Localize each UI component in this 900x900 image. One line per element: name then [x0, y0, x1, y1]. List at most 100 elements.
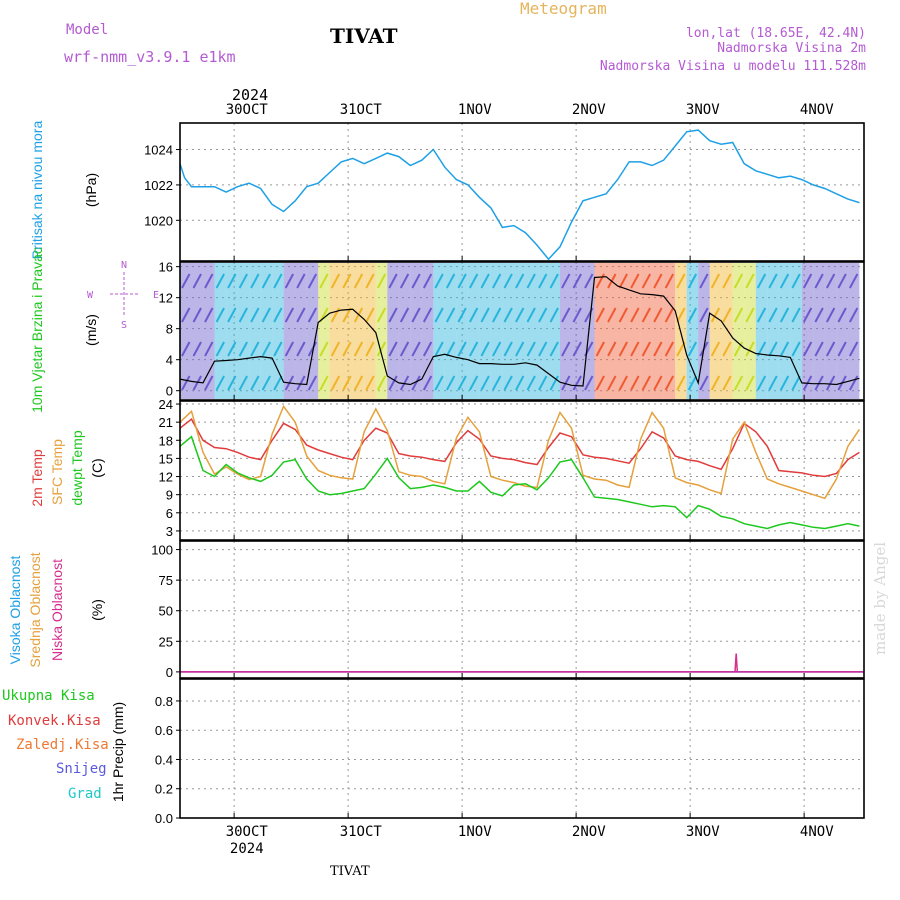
- wind-barb: [676, 375, 686, 391]
- wind-barb: [768, 307, 778, 323]
- wind-barb: [802, 307, 813, 323]
- wind-barb: [641, 307, 652, 323]
- ytick-label-temperature: 6: [166, 506, 173, 521]
- wind-barb: [388, 273, 398, 289]
- ytick-label-precip: 0.0: [155, 811, 173, 826]
- wind-band: [387, 263, 399, 399]
- wind-barb: [549, 341, 559, 357]
- wind-labels: 10m Vjetar Brzina i Pravac (m/s): [29, 247, 99, 413]
- ytick-label-precip: 0.8: [155, 694, 173, 709]
- wind-barb: [561, 307, 571, 323]
- panel-precip: 0.0 0.2 0.4 0.6 0.8: [155, 678, 865, 826]
- wind-band: [813, 263, 825, 399]
- wind-barb: [457, 341, 467, 357]
- panel-wind: 0 4 8 12 16 N S W E: [87, 260, 865, 401]
- precip-legend-conv: Konvek.Kisa: [8, 713, 101, 729]
- wind-barb: [503, 375, 513, 391]
- wind-barb: [273, 375, 283, 391]
- wind-barb: [825, 273, 836, 289]
- wind-band: [214, 263, 227, 399]
- wind-barb: [192, 375, 202, 391]
- ytick-label-cloud: 100: [151, 543, 173, 558]
- wind-barb: [572, 341, 582, 357]
- wind-barb: [503, 273, 513, 289]
- product-title: Meteogram: [520, 0, 607, 18]
- wind-barb: [630, 307, 640, 323]
- wind-barb: [181, 375, 191, 391]
- wind-barb: [411, 273, 421, 289]
- wind-barb: [710, 273, 721, 289]
- wind-barb: [745, 273, 755, 289]
- wind-band: [513, 263, 526, 399]
- compass-s-label: S: [121, 320, 127, 331]
- wind-band: [283, 263, 296, 399]
- wind-barb: [572, 307, 582, 323]
- wind-barb: [342, 307, 352, 323]
- temp-unit: (C): [89, 458, 105, 477]
- wind-barb: [468, 273, 479, 289]
- wind-title: 10m Vjetar Brzina i Pravac: [29, 247, 45, 413]
- wind-barb: [261, 341, 272, 357]
- wind-barb: [250, 273, 260, 289]
- wind-barb: [848, 375, 859, 391]
- day-label-top: 1NOV: [458, 102, 492, 118]
- ytick-label-temperature: 24: [159, 397, 173, 412]
- day-label-top: 30OCT: [226, 102, 269, 118]
- wind-barb: [779, 375, 790, 391]
- wind-barb: [227, 273, 237, 289]
- wind-barb: [561, 341, 571, 357]
- ytick-label-wind: 8: [166, 322, 173, 337]
- wind-barb: [353, 341, 364, 357]
- compass-w-label: W: [87, 290, 94, 301]
- wind-band: [721, 263, 733, 399]
- series-line-pressure-0: [179, 129, 860, 261]
- day-label-top: 3NOV: [686, 102, 720, 118]
- wind-barb: [215, 375, 225, 391]
- wind-barb: [802, 341, 813, 357]
- wind-barb: [515, 307, 525, 323]
- wind-barb: [457, 307, 467, 323]
- wind-barb: [848, 307, 859, 323]
- ytick-label-temperature: 15: [159, 451, 173, 466]
- wind-band: [203, 263, 215, 399]
- wind-band: [479, 263, 491, 399]
- wind-band: [433, 263, 445, 399]
- wind-barb: [342, 341, 352, 357]
- day-label-bottom: 3NOV: [686, 824, 720, 840]
- precip-legend-total: Ukupna Kisa: [2, 688, 95, 704]
- wind-barb: [733, 375, 744, 391]
- wind-barb: [503, 307, 513, 323]
- compass-n-label: N: [121, 260, 127, 271]
- wind-barb: [584, 375, 594, 391]
- wind-barb: [388, 375, 398, 391]
- wind-barb: [745, 341, 755, 357]
- wind-barb: [376, 375, 387, 391]
- wind-barb: [526, 307, 536, 323]
- wind-barb: [192, 341, 202, 357]
- wind-barb: [756, 307, 767, 323]
- wind-band: [686, 263, 699, 399]
- wind-barb: [192, 273, 202, 289]
- wind-band: [744, 263, 756, 399]
- watermark: made by Angel: [871, 542, 889, 655]
- wind-barb: [687, 273, 698, 289]
- wind-barb: [445, 307, 456, 323]
- temp-labels: 2m Temp SFC Temp dewpt Temp (C): [29, 430, 105, 506]
- wind-barb: [388, 341, 398, 357]
- wind-barb: [307, 341, 318, 357]
- wind-barb: [549, 273, 559, 289]
- wind-band: [410, 263, 422, 399]
- wind-barb: [538, 307, 548, 323]
- wind-barb: [227, 341, 237, 357]
- wind-barb: [538, 273, 548, 289]
- wind-barb: [561, 375, 571, 391]
- wind-barb: [756, 375, 767, 391]
- ytick-label-cloud: 50: [159, 604, 173, 619]
- wind-barb: [330, 307, 341, 323]
- panel-temperature: 3 6 9 12 15 18 21 24: [159, 397, 865, 541]
- ytick-label-pressure: 1020: [144, 213, 173, 228]
- wind-barb: [549, 307, 559, 323]
- wind-barb: [561, 273, 571, 289]
- pressure-title: Pritisak na nivou mora: [29, 121, 45, 260]
- wind-barb: [515, 375, 525, 391]
